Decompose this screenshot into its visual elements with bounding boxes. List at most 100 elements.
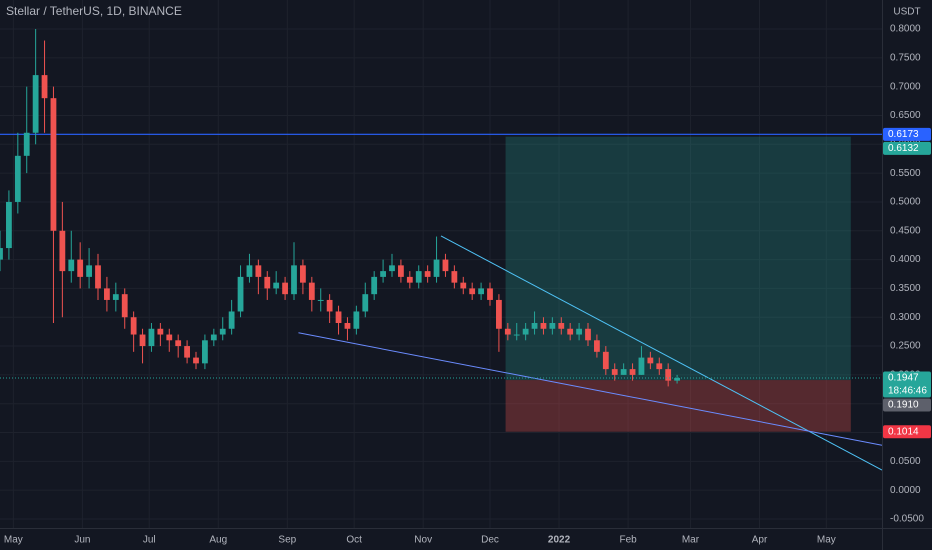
x-tick-label: May [4,535,23,546]
x-tick-label: Feb [619,535,637,546]
price-label-box [883,141,931,155]
candle-body [424,271,431,277]
candle-body [665,369,672,381]
y-tick-label: 0.0000 [890,485,921,496]
candle-body [157,328,164,335]
candle-body [95,265,101,289]
candle-body [184,346,190,358]
price-label: 0.6132 [888,143,919,154]
y-tick-label: 0.6500 [890,110,921,121]
candle-body [531,323,538,329]
x-tick-label: Aug [209,535,227,546]
candle-body [273,282,280,289]
price-label: 0.6173 [888,129,919,140]
countdown: 18:46:46 [888,386,927,397]
candle-body [148,328,155,347]
x-tick-label: 2022 [548,535,571,546]
y-tick-label: 0.2500 [890,341,921,352]
candle-body [406,276,413,283]
candle-body [41,75,48,99]
candle-body [362,294,369,312]
candle-body [139,334,146,347]
candle-body [442,259,449,272]
candle-body [674,377,680,381]
profit-zone [505,136,851,381]
candle-body [478,288,484,295]
candle-body [585,328,591,341]
currency: USDT [893,7,920,18]
x-tick-label: Jun [74,535,90,546]
candle-body [255,265,262,277]
x-tick-label: Oct [346,535,362,546]
candle-body [549,323,556,329]
candle-body [629,369,636,375]
price-label: 0.1947 [888,373,919,384]
candle-body [335,311,342,324]
y-tick-label: 0.5000 [890,197,921,208]
candle-body [23,132,30,156]
candle-body [6,201,12,249]
candle-body [59,230,66,272]
candle-body [0,248,3,260]
y-tick-label: 0.4000 [890,254,921,265]
candle-body [353,311,360,329]
price-label: 0.1910 [888,400,919,411]
y-tick-label: 0.7000 [890,81,921,92]
price-axis: -0.05000.00000.05000.10000.15000.20000.2… [883,24,931,525]
price-label-box [883,371,931,398]
candle-body [14,155,21,202]
candle-body [326,299,333,312]
candle-body [228,311,235,329]
candle-body [638,357,645,375]
x-tick-label: May [817,535,836,546]
y-tick-label: -0.0500 [890,514,924,525]
x-tick-label: Sep [278,535,296,546]
x-tick-label: Dec [481,535,499,546]
candle-body [371,276,378,295]
candle-body [620,369,627,375]
candle-body [219,328,226,335]
chart-title: Stellar / TetherUS, 1D, BINANCE [6,4,182,18]
candle-body [130,317,137,335]
candle-body [647,357,654,364]
candle-body [398,265,404,277]
candle-body [166,334,173,341]
y-tick-label: 0.3500 [890,283,921,294]
plot [0,28,883,471]
price-label-box [883,398,931,412]
y-tick-label: 0.3000 [890,312,921,323]
candle-body [469,288,476,295]
trend-line [298,332,883,446]
candle-body [496,299,502,329]
candle-body [104,288,110,300]
candle-body [121,294,128,318]
candle-body [513,334,520,336]
x-tick-label: Nov [414,535,432,546]
candle-body [576,328,582,335]
candle-body [246,265,253,277]
y-tick-label: 0.5500 [890,168,921,179]
candle-body [300,265,306,283]
candle-body [308,282,315,300]
candle-body [389,265,395,272]
candle-body [202,340,208,364]
candle-body [264,276,271,289]
candle-body [193,357,199,364]
candle-body [86,265,92,277]
candle-body [32,75,39,133]
candle-body [344,323,351,329]
y-tick-label: 0.0500 [890,456,921,467]
candle-body [594,340,600,352]
candle-body [602,351,609,370]
candle-body [567,328,574,335]
y-tick-label: 0.4500 [890,225,921,236]
candle-body [282,282,288,295]
price-label-box [883,127,931,141]
candle-body [380,271,386,277]
grid [0,0,882,528]
candle-body [77,259,84,277]
candle-body [210,334,217,341]
y-tick-label: 0.7500 [890,52,921,63]
candle-body [460,282,467,289]
